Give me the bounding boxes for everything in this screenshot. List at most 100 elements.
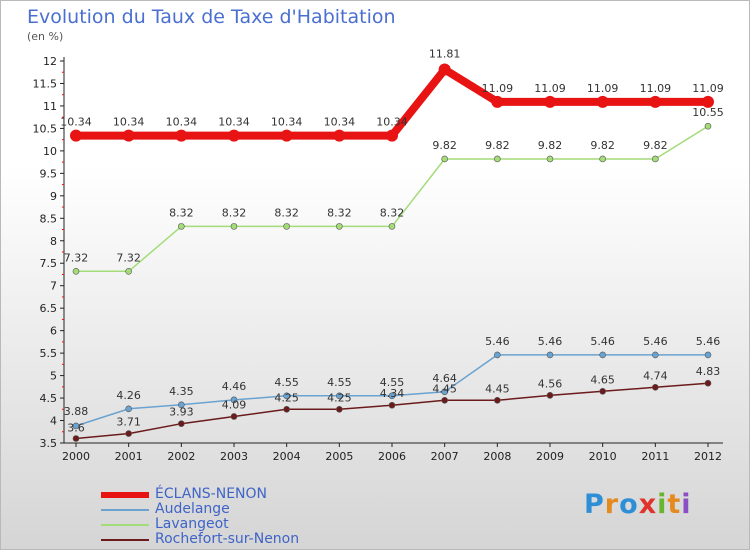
data-point <box>178 420 185 427</box>
data-point <box>494 397 501 404</box>
logo-letter: o <box>619 489 639 520</box>
x-tick-label: 2001 <box>115 450 143 463</box>
data-point <box>72 268 80 275</box>
data-point <box>280 129 293 142</box>
data-label: 4.65 <box>590 373 615 386</box>
data-point <box>283 405 290 413</box>
data-label: 9.82 <box>485 139 510 152</box>
data-label: 7.32 <box>64 251 89 264</box>
data-point <box>333 129 346 142</box>
data-point <box>230 413 238 420</box>
data-point <box>230 223 238 230</box>
data-label: 4.26 <box>116 389 141 402</box>
y-tick-label: 9.5 <box>40 167 58 180</box>
data-point <box>441 155 448 163</box>
data-label: 4.55 <box>327 376 352 389</box>
legend-swatch <box>101 524 149 526</box>
data-label: 4.64 <box>432 372 457 385</box>
data-point <box>178 401 185 409</box>
data-label: 3.88 <box>64 405 89 418</box>
data-point <box>441 397 448 404</box>
data-point <box>122 129 135 142</box>
data-point <box>704 122 712 130</box>
data-label: 8.32 <box>274 206 299 219</box>
data-label: 4.55 <box>274 376 299 389</box>
data-point <box>72 435 80 442</box>
data-label: 4.35 <box>169 385 194 398</box>
legend-swatch <box>101 492 149 498</box>
data-point <box>494 351 501 359</box>
data-label: 4.46 <box>222 380 247 393</box>
y-tick-label: 5.5 <box>40 347 58 360</box>
data-label: 4.56 <box>538 377 563 390</box>
x-tick-label: 2007 <box>431 450 459 463</box>
data-label: 5.46 <box>696 335 721 348</box>
chart-title: Evolution du Taux de Taxe d'Habitation <box>27 6 396 28</box>
data-point <box>438 63 451 76</box>
data-label: 7.32 <box>116 251 141 264</box>
logo-letter: i <box>681 489 692 520</box>
x-tick-label: 2003 <box>220 450 248 463</box>
y-tick-label: 11 <box>43 100 57 113</box>
x-tick-label: 2002 <box>167 450 195 463</box>
data-point <box>704 351 712 359</box>
data-label: 3.93 <box>169 406 194 419</box>
y-tick-label: 9 <box>50 190 57 203</box>
logo-letter: P <box>584 489 605 520</box>
data-point <box>230 396 238 404</box>
data-point <box>652 155 659 163</box>
data-label: 5.46 <box>538 335 563 348</box>
data-label: 11.09 <box>640 82 672 95</box>
data-point <box>72 422 80 430</box>
data-label: 11.09 <box>534 82 566 95</box>
x-tick-label: 2011 <box>641 450 669 463</box>
data-point <box>125 405 132 413</box>
data-point <box>125 430 132 437</box>
x-tick-label: 2004 <box>273 450 301 463</box>
data-label: 10.34 <box>271 116 303 129</box>
data-point <box>544 95 556 108</box>
data-point <box>388 392 396 400</box>
y-tick-label: 12 <box>43 55 57 68</box>
data-label: 9.82 <box>538 139 563 152</box>
data-point <box>652 351 659 359</box>
legend-label: Rochefort-sur-Nenon <box>155 531 300 547</box>
chart-subtitle: (en %) <box>27 30 64 43</box>
data-label: 8.32 <box>380 206 405 219</box>
data-label: 4.74 <box>643 369 668 382</box>
y-tick-label: 4 <box>50 415 57 428</box>
data-label: 4.25 <box>327 391 352 404</box>
data-point <box>175 129 188 142</box>
data-label: 3.6 <box>67 422 85 435</box>
data-point <box>704 379 712 387</box>
logo-letter: r <box>604 489 620 520</box>
data-label: 11.09 <box>692 82 724 95</box>
data-label: 3.71 <box>116 416 141 429</box>
y-tick-label: 11.5 <box>33 77 58 90</box>
data-point <box>283 223 290 230</box>
y-tick-label: 4.5 <box>40 392 58 405</box>
data-label: 4.45 <box>432 382 457 395</box>
x-tick-label: 2012 <box>694 450 722 463</box>
data-label: 5.46 <box>485 335 510 348</box>
data-point <box>702 95 714 108</box>
data-point <box>178 223 185 230</box>
y-tick-label: 6.5 <box>40 302 58 315</box>
data-label: 5.46 <box>590 335 615 348</box>
logo-letter: x <box>638 489 658 520</box>
data-label: 11.09 <box>587 82 619 95</box>
data-point <box>336 392 343 400</box>
data-label: 11.81 <box>429 48 461 61</box>
data-point <box>599 351 606 359</box>
data-label: 9.82 <box>590 139 615 152</box>
y-tick-label: 3.5 <box>40 437 58 450</box>
data-label: 8.32 <box>327 206 352 219</box>
data-label: 10.34 <box>166 116 198 129</box>
data-label: 4.83 <box>696 365 721 378</box>
data-label: 4.45 <box>485 382 510 395</box>
y-tick-label: 7 <box>50 280 57 293</box>
x-tick-label: 2000 <box>62 450 90 463</box>
data-label: 10.34 <box>324 116 356 129</box>
